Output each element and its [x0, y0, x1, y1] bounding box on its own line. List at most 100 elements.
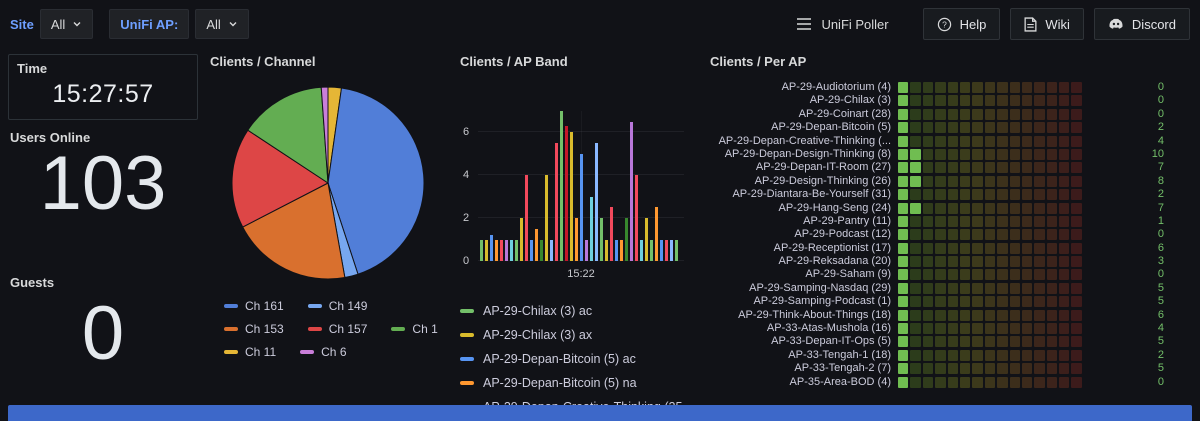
- heatmap-cell[interactable]: [922, 135, 934, 147]
- heatmap-cell[interactable]: [1071, 108, 1082, 120]
- bar[interactable]: [595, 143, 598, 261]
- heatmap-cell[interactable]: [1059, 256, 1070, 268]
- heatmap-cell[interactable]: [1021, 309, 1033, 321]
- heatmap-cell[interactable]: [1009, 82, 1020, 93]
- ap-name[interactable]: AP-29-Hang-Seng (24): [778, 202, 891, 214]
- heatmap-cell[interactable]: [984, 135, 996, 147]
- heatmap-cell[interactable]: [1034, 309, 1045, 321]
- heatmap-cell[interactable]: [1034, 108, 1045, 120]
- heatmap-cell[interactable]: [1034, 189, 1045, 201]
- ap-name[interactable]: AP-29-Depan-Design-Thinking (8): [724, 148, 891, 160]
- heatmap-cell[interactable]: [1009, 189, 1020, 201]
- heatmap-cell[interactable]: [1021, 282, 1033, 294]
- heatmap-cell[interactable]: [984, 175, 996, 187]
- heatmap-cell[interactable]: [898, 202, 909, 214]
- heatmap-cell[interactable]: [910, 82, 921, 93]
- heatmap-cell[interactable]: [997, 229, 1008, 241]
- heatmap-cell[interactable]: [910, 135, 921, 147]
- bar-legend-item[interactable]: AP-29-Chilax (3) ac: [460, 304, 694, 318]
- ap-dropdown[interactable]: All: [195, 9, 249, 39]
- heatmap-cell[interactable]: [1034, 363, 1045, 375]
- bar[interactable]: [660, 239, 663, 261]
- heatmap-cell[interactable]: [1059, 296, 1070, 308]
- heatmap-cell[interactable]: [947, 376, 958, 388]
- heatmap-cell[interactable]: [1071, 82, 1082, 93]
- heatmap-cell[interactable]: [1034, 162, 1045, 174]
- heatmap-cell[interactable]: [1021, 108, 1033, 120]
- heatmap-cell[interactable]: [1034, 282, 1045, 294]
- heatmap-cell[interactable]: [1034, 229, 1045, 241]
- heatmap-cell[interactable]: [984, 376, 996, 388]
- bar[interactable]: [645, 218, 648, 261]
- heatmap-cell[interactable]: [997, 269, 1008, 281]
- heatmap-cell[interactable]: [898, 175, 909, 187]
- heatmap-cell[interactable]: [959, 256, 971, 268]
- heatmap-cell[interactable]: [1071, 148, 1082, 160]
- heatmap-cell[interactable]: [1046, 95, 1058, 107]
- heatmap-cell[interactable]: [959, 148, 971, 160]
- heatmap-cell[interactable]: [1071, 269, 1082, 281]
- bar[interactable]: [585, 239, 588, 261]
- heatmap-cell[interactable]: [959, 122, 971, 134]
- bar[interactable]: [500, 239, 503, 261]
- heatmap-cell[interactable]: [1034, 336, 1045, 348]
- heatmap-cell[interactable]: [898, 323, 909, 335]
- heatmap-cell[interactable]: [898, 296, 909, 308]
- heatmap-cell[interactable]: [922, 256, 934, 268]
- heatmap-cell[interactable]: [947, 135, 958, 147]
- ap-name[interactable]: AP-29-Coinart (28): [798, 108, 891, 120]
- ap-name[interactable]: AP-29-Depan-Creative-Thinking (...: [718, 135, 891, 147]
- heatmap-cell[interactable]: [1046, 162, 1058, 174]
- heatmap-cell[interactable]: [947, 269, 958, 281]
- heatmap-cell[interactable]: [1059, 82, 1070, 93]
- heatmap-cell[interactable]: [947, 175, 958, 187]
- heatmap-cell[interactable]: [910, 189, 921, 201]
- heatmap-cell[interactable]: [972, 202, 983, 214]
- heatmap-cell[interactable]: [947, 309, 958, 321]
- heatmap-cell[interactable]: [1046, 215, 1058, 227]
- heatmap-cell[interactable]: [922, 122, 934, 134]
- heatmap-cell[interactable]: [1071, 336, 1082, 348]
- bar-legend-item[interactable]: AP-29-Depan-Bitcoin (5) ac: [460, 352, 694, 366]
- heatmap-cell[interactable]: [1009, 229, 1020, 241]
- bar[interactable]: [640, 239, 643, 261]
- heatmap-cell[interactable]: [1059, 376, 1070, 388]
- heatmap-cell[interactable]: [922, 202, 934, 214]
- bar[interactable]: [520, 218, 523, 261]
- bar[interactable]: [605, 239, 608, 261]
- heatmap-cell[interactable]: [1059, 122, 1070, 134]
- heatmap-cell[interactable]: [922, 175, 934, 187]
- ap-name[interactable]: AP-29-Depan-IT-Room (27): [755, 162, 891, 174]
- heatmap-cell[interactable]: [910, 202, 921, 214]
- heatmap-cell[interactable]: [1009, 242, 1020, 254]
- bar[interactable]: [570, 132, 573, 261]
- heatmap-cell[interactable]: [972, 135, 983, 147]
- heatmap-cell[interactable]: [1059, 363, 1070, 375]
- heatmap-cell[interactable]: [1059, 108, 1070, 120]
- bar[interactable]: [600, 218, 603, 261]
- heatmap-cell[interactable]: [935, 202, 946, 214]
- heatmap-cell[interactable]: [1021, 349, 1033, 361]
- heatmap-cell[interactable]: [1021, 242, 1033, 254]
- heatmap-cell[interactable]: [947, 148, 958, 160]
- heatmap-cell[interactable]: [1009, 309, 1020, 321]
- heatmap-cell[interactable]: [910, 363, 921, 375]
- heatmap-cell[interactable]: [910, 296, 921, 308]
- heatmap-cell[interactable]: [910, 175, 921, 187]
- heatmap-cell[interactable]: [984, 282, 996, 294]
- heatmap-cell[interactable]: [935, 108, 946, 120]
- heatmap-cell[interactable]: [1046, 269, 1058, 281]
- heatmap-cell[interactable]: [922, 215, 934, 227]
- pie-slice-ch-6[interactable]: [320, 86, 329, 184]
- heatmap-cell[interactable]: [1009, 215, 1020, 227]
- heatmap-cell[interactable]: [1009, 148, 1020, 160]
- heatmap-cell[interactable]: [1021, 323, 1033, 335]
- heatmap-cell[interactable]: [898, 215, 909, 227]
- heatmap-cell[interactable]: [910, 323, 921, 335]
- heatmap-cell[interactable]: [1009, 323, 1020, 335]
- heatmap-cell[interactable]: [935, 296, 946, 308]
- heatmap-cell[interactable]: [1071, 95, 1082, 107]
- pie-panel-title[interactable]: Clients / Channel: [210, 54, 316, 69]
- bar[interactable]: [545, 175, 548, 261]
- heatmap-cell[interactable]: [922, 162, 934, 174]
